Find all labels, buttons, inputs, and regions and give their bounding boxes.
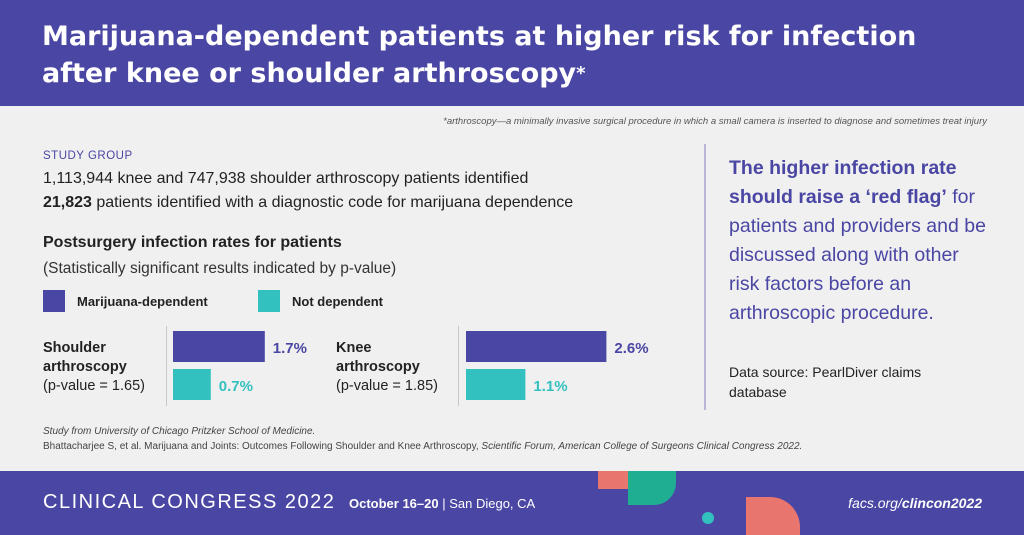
- vertical-divider: [704, 144, 706, 410]
- study-origin: Study from University of Chicago Pritzke…: [43, 426, 316, 437]
- pvalue-shoulder: (p-value = 1.65): [43, 378, 145, 394]
- citation-italic: Scientific Forum, American College of Su…: [481, 441, 803, 452]
- legend-label-marijuana: Marijuana-dependent: [77, 293, 208, 309]
- event-location: | San Diego, CA: [438, 496, 536, 511]
- pvalue-knee: (p-value = 1.85): [336, 378, 438, 394]
- shoulder-axis-line: [166, 326, 167, 406]
- decor-coral-arc: [746, 497, 800, 535]
- group-name-shoulder-1: Shoulder: [43, 340, 106, 356]
- url-domain: facs.org/: [848, 495, 902, 511]
- study-line-1: 1,113,944 knee and 747,938 shoulder arth…: [43, 170, 529, 187]
- event-date-range: October 16–20: [349, 496, 439, 511]
- citation-plain: Bhattacharjee S, et al. Marijuana and Jo…: [43, 441, 482, 452]
- title-line-1: Marijuana-dependent patients at higher r…: [42, 21, 917, 52]
- bar-shoulder-marijuana: [173, 331, 265, 362]
- bar-knee-not-dependent: [466, 369, 526, 400]
- legend-item-not-dependent: Not dependent: [258, 290, 383, 312]
- event-name: CLINICAL CONGRESS 2022: [43, 491, 336, 513]
- marijuana-patient-count: 21,823: [43, 194, 92, 211]
- data-source: Data source: PearlDiver claims database: [729, 364, 922, 400]
- quote-rest: for patients and providers and be discus…: [729, 186, 986, 324]
- bar-shoulder-not-dependent: [173, 369, 211, 400]
- chart-subtitle: (Statistically significant results indic…: [43, 260, 397, 277]
- quote-block: The higher infection rate should raise a…: [729, 154, 994, 328]
- group-name-shoulder-2: arthroscopy: [43, 359, 127, 375]
- footer-url[interactable]: facs.org/clincon2022: [848, 495, 982, 511]
- label-shoulder-not-dependent: 0.7%: [219, 378, 253, 395]
- study-line-2: 21,823 patients identified with a diagno…: [43, 194, 573, 212]
- legend-label-not-dependent: Not dependent: [292, 293, 383, 309]
- bar-knee-marijuana: [466, 331, 607, 362]
- label-shoulder-marijuana: 1.7%: [273, 340, 307, 357]
- decor-coral-rect: [598, 471, 628, 489]
- legend-swatch-marijuana: [43, 290, 65, 312]
- citation: Bhattacharjee S, et al. Marijuana and Jo…: [43, 441, 802, 452]
- arthroscopy-footnote: *arthroscopy—a minimally invasive surgic…: [443, 116, 987, 127]
- legend-item-marijuana: Marijuana-dependent: [43, 290, 208, 312]
- label-knee-marijuana: 2.6%: [614, 340, 648, 357]
- study-group-label: STUDY GROUP: [43, 150, 133, 162]
- group-name-knee-1: Knee: [336, 340, 372, 356]
- group-label-knee: Knee arthroscopy (p-value = 1.85): [336, 339, 438, 396]
- footer-decoration: [598, 471, 800, 535]
- event-dates: October 16–20 | San Diego, CA: [349, 496, 535, 511]
- title-line-2: after knee or shoulder arthroscopy: [42, 58, 577, 89]
- decor-green-shape: [628, 471, 676, 505]
- footer-banner: CLINICAL CONGRESS 2022 October 16–20 | S…: [0, 471, 1024, 535]
- group-label-shoulder: Shoulder arthroscopy (p-value = 1.65): [43, 339, 145, 396]
- label-knee-not-dependent: 1.1%: [533, 378, 567, 395]
- title-asterisk: *: [576, 63, 586, 84]
- group-name-knee-2: arthroscopy: [336, 359, 420, 375]
- page-title: Marijuana-dependent patients at higher r…: [42, 18, 1002, 92]
- url-path: clincon2022: [901, 495, 982, 511]
- quote-strong: The higher infection rate should raise a…: [729, 157, 957, 208]
- decor-teal-dot: [702, 512, 714, 524]
- knee-axis-line: [458, 326, 459, 406]
- legend-swatch-not-dependent: [258, 290, 280, 312]
- header-banner: Marijuana-dependent patients at higher r…: [0, 0, 1024, 106]
- study-line-2-text: patients identified with a diagnostic co…: [91, 194, 574, 211]
- chart-title: Postsurgery infection rates for patients: [43, 234, 342, 251]
